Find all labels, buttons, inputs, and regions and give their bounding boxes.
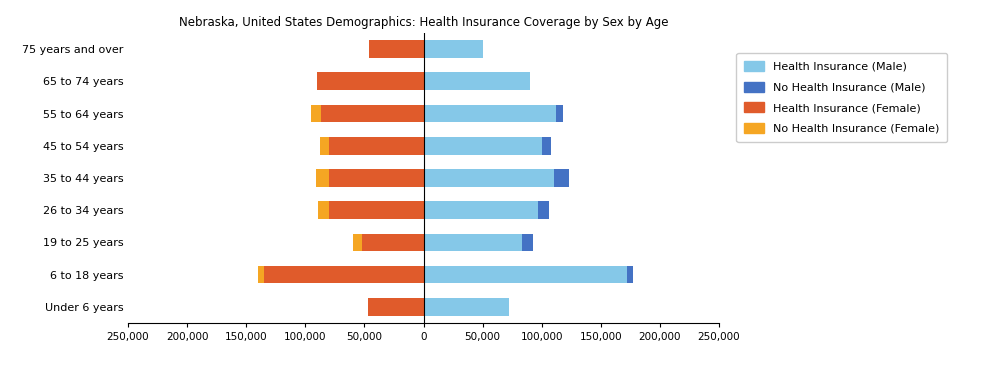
Bar (353, 233, 362, 251)
Bar (311, 105, 321, 123)
Bar (329, 201, 424, 219)
Bar (424, 233, 522, 251)
Bar (316, 169, 329, 187)
Bar (329, 169, 424, 187)
Bar (424, 266, 626, 283)
Bar (424, 298, 508, 316)
Bar (556, 105, 563, 123)
Bar (258, 266, 264, 283)
Bar (317, 73, 424, 90)
Bar (554, 169, 569, 187)
Bar (542, 137, 552, 155)
Bar (368, 298, 424, 316)
Bar (538, 201, 549, 219)
Bar (319, 137, 329, 155)
Bar (424, 73, 530, 90)
Bar (424, 137, 542, 155)
Bar (424, 105, 556, 123)
Bar (369, 40, 424, 58)
Bar (424, 40, 483, 58)
Bar (362, 233, 424, 251)
Bar (626, 266, 632, 283)
Bar (321, 105, 424, 123)
Legend: Health Insurance (Male), No Health Insurance (Male), Health Insurance (Female), : Health Insurance (Male), No Health Insur… (737, 53, 948, 142)
Bar (522, 233, 534, 251)
Title: Nebraska, United States Demographics: Health Insurance Coverage by Sex by Age: Nebraska, United States Demographics: He… (179, 16, 668, 29)
Bar (264, 266, 424, 283)
Bar (424, 169, 554, 187)
Bar (424, 201, 538, 219)
Bar (329, 137, 424, 155)
Bar (318, 201, 329, 219)
